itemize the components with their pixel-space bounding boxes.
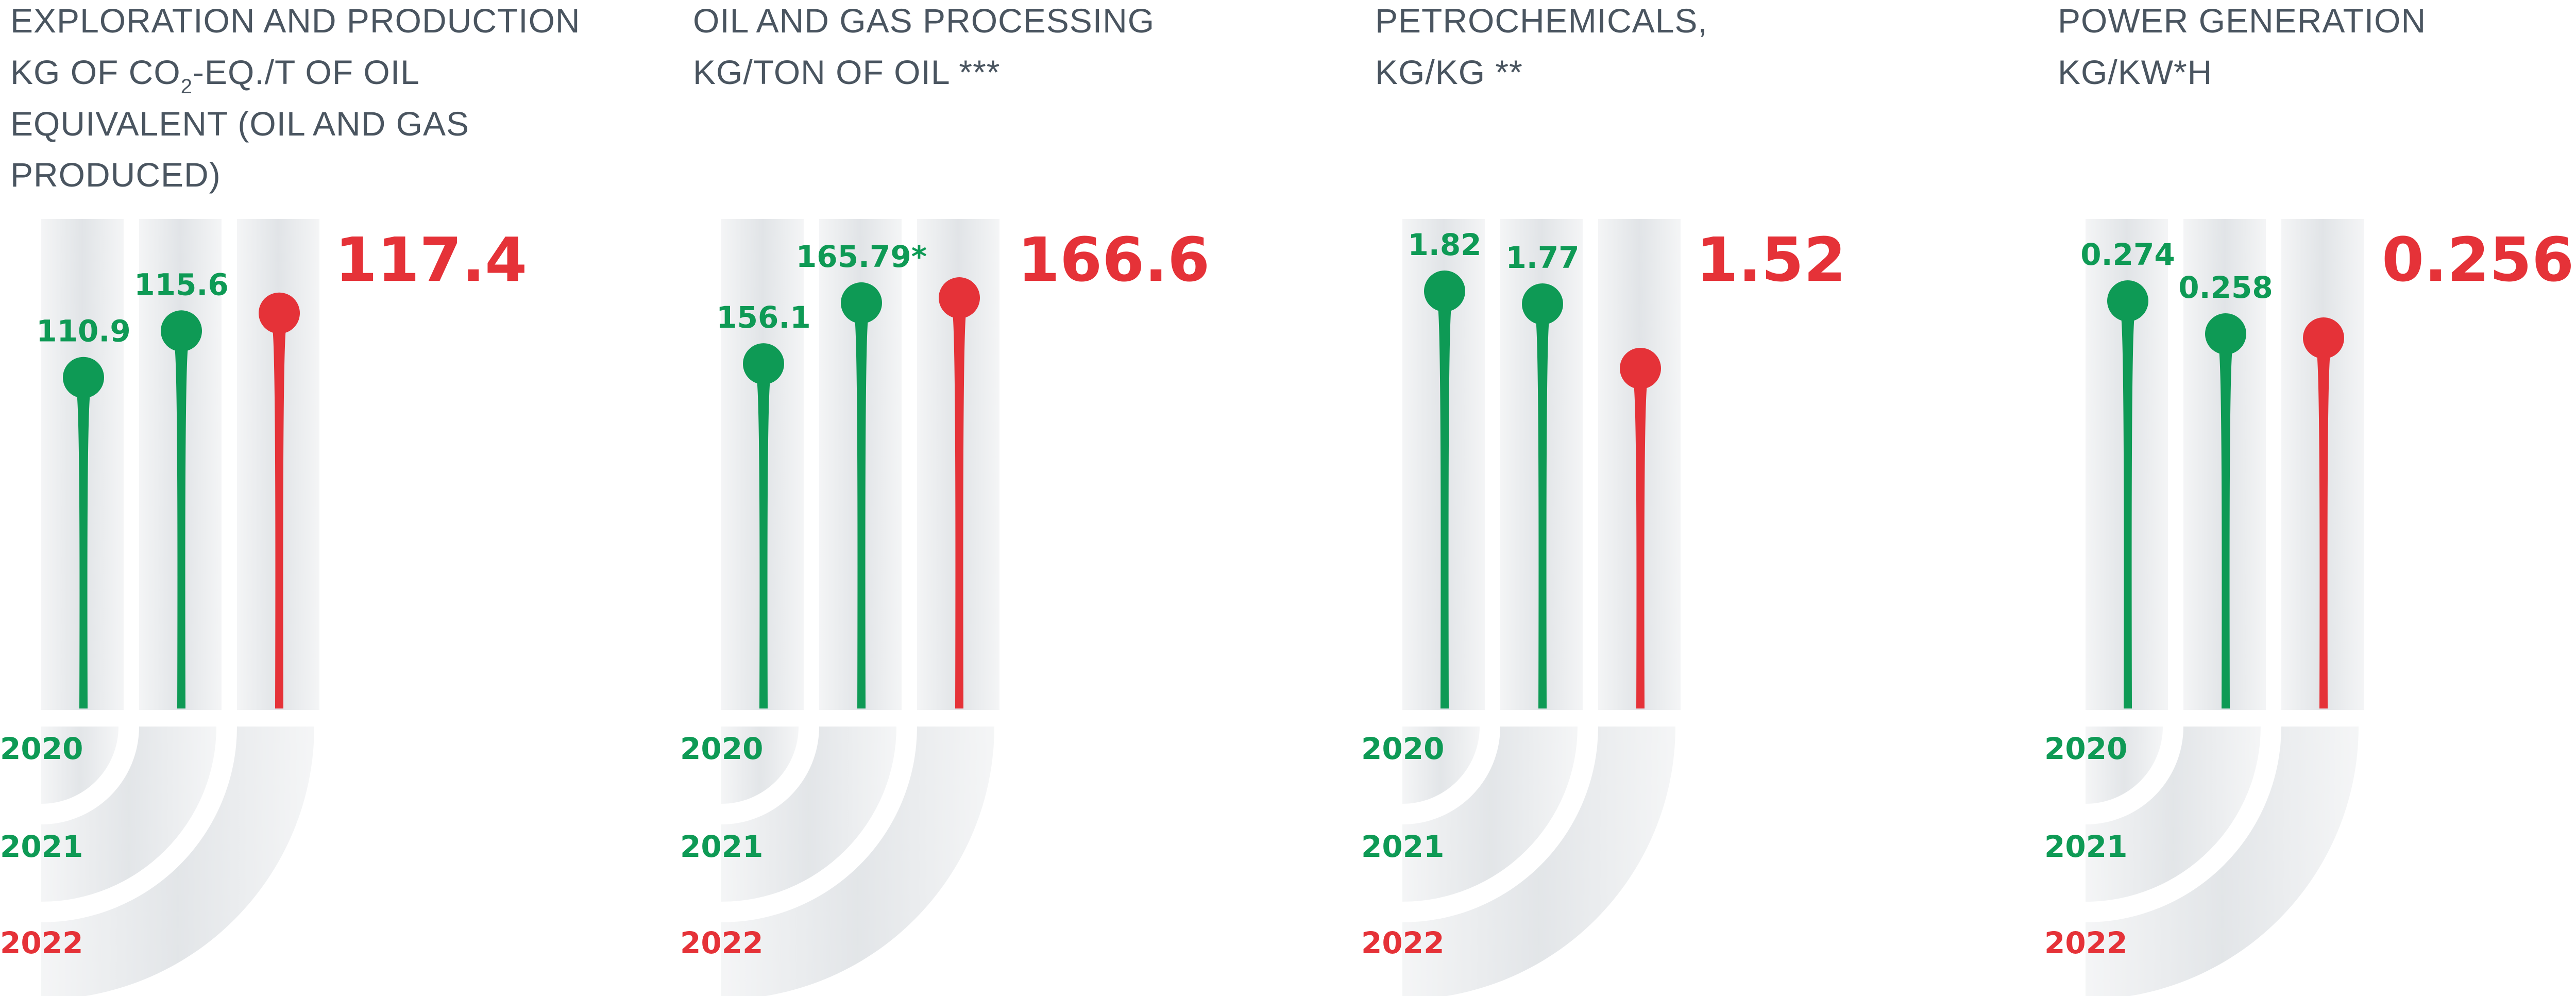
- point-2021: [161, 310, 202, 352]
- year-label-2022: 2022: [680, 925, 763, 960]
- curve-band: [41, 727, 118, 804]
- point-2021: [841, 282, 882, 324]
- point-2022: [939, 277, 980, 319]
- year-label-2021: 2021: [0, 829, 83, 864]
- stem-2022: [273, 328, 286, 708]
- stem-2020: [1438, 307, 1451, 708]
- point-2021: [1522, 283, 1563, 325]
- year-label-2021: 2021: [1361, 829, 1444, 864]
- curve-band: [1402, 727, 1480, 804]
- year-label-2022: 2022: [2044, 925, 2127, 960]
- highlight-value: 166.6: [1018, 224, 1210, 295]
- year-label-2022: 2022: [0, 925, 83, 960]
- value-label-2021: 0.258: [2178, 270, 2273, 305]
- curve-band: [1402, 727, 1675, 996]
- panel-petrochemicals: PETROCHEMICALS, KG/KG ** 1.82 1.77 2020 202…: [1361, 2, 1846, 996]
- value-label-2021: 1.77: [1505, 240, 1579, 275]
- stem-2021: [2219, 349, 2232, 708]
- stem-2021: [175, 346, 188, 708]
- panel-title-line-1: EXPLORATION AND PRODUCTION: [10, 2, 581, 40]
- value-label-2020: 1.82: [1408, 227, 1481, 262]
- curve-band: [721, 727, 799, 804]
- year-label-2020: 2020: [2044, 731, 2127, 766]
- curve-band: [721, 727, 994, 996]
- panel-exploration: EXPLORATION AND PRODUCTION KG OF CO2-EQ.…: [0, 2, 581, 996]
- panel-processing: OIL AND GAS PROCESSING KG/TON OF OIL ***…: [680, 2, 1210, 996]
- value-label-2020: 0.274: [2080, 237, 2175, 272]
- stem-2020: [2121, 316, 2134, 708]
- stem-2022: [1634, 384, 1647, 708]
- year-label-2021: 2021: [680, 829, 763, 864]
- value-label-2020: 110.9: [36, 314, 130, 349]
- panel-title-line-2: KG/KW*H: [2058, 53, 2212, 91]
- marks: 156.1 165.79* 2020 2021 2022: [680, 239, 980, 960]
- tracks: [1402, 219, 1681, 996]
- point-2020: [2107, 280, 2148, 322]
- year-label-2020: 2020: [0, 731, 83, 766]
- value-label-2021: 165.79*: [796, 239, 927, 274]
- value-label-2021: 115.6: [134, 267, 228, 302]
- year-label-2021: 2021: [2044, 829, 2127, 864]
- stem-2021: [855, 318, 868, 708]
- year-label-2020: 2020: [1361, 731, 1444, 766]
- panel-title-line-1: PETROCHEMICALS,: [1375, 2, 1708, 40]
- year-label-2022: 2022: [1361, 925, 1444, 960]
- panel-title-line-4: PRODUCED): [10, 156, 221, 194]
- highlight-value: 117.4: [335, 224, 527, 295]
- highlight-value: 1.52: [1696, 224, 1846, 295]
- point-2020: [1424, 271, 1465, 312]
- point-2022: [1620, 348, 1661, 389]
- stem-2021: [1536, 319, 1549, 708]
- point-2021: [2205, 313, 2246, 354]
- curve-band: [1402, 727, 1578, 902]
- point-2022: [259, 292, 300, 334]
- point-2022: [2303, 317, 2344, 359]
- curve-band: [41, 727, 314, 996]
- stem-2022: [2317, 353, 2330, 708]
- point-2020: [743, 343, 784, 385]
- curve-band: [2086, 727, 2163, 804]
- subscript-2: 2: [181, 75, 193, 98]
- panel-title-line-1: POWER GENERATION: [2058, 2, 2426, 40]
- panel-title-line-2: KG/TON OF OIL ***: [693, 53, 1000, 91]
- stem-2020: [77, 393, 90, 708]
- point-2020: [63, 357, 104, 398]
- panel-title-line-3: EQUIVALENT (OIL AND GAS: [10, 105, 469, 143]
- panel-title-line-1: OIL AND GAS PROCESSING: [693, 2, 1155, 40]
- curve-band: [41, 727, 216, 902]
- panel-title-line-2: KG OF CO2-EQ./T OF OIL: [10, 53, 420, 98]
- curve-band: [721, 727, 896, 902]
- curve-band: [2086, 727, 2359, 996]
- value-label-2020: 156.1: [716, 300, 810, 335]
- year-label-2020: 2020: [680, 731, 763, 766]
- curve-band: [2086, 727, 2261, 902]
- stem-2020: [757, 379, 770, 708]
- marks: 1.82 1.77 2020 2021 2022: [1361, 227, 1661, 960]
- highlight-value: 0.256: [2382, 224, 2574, 295]
- stem-2022: [953, 313, 966, 708]
- panel-title-line-2: KG/KG **: [1375, 53, 1523, 91]
